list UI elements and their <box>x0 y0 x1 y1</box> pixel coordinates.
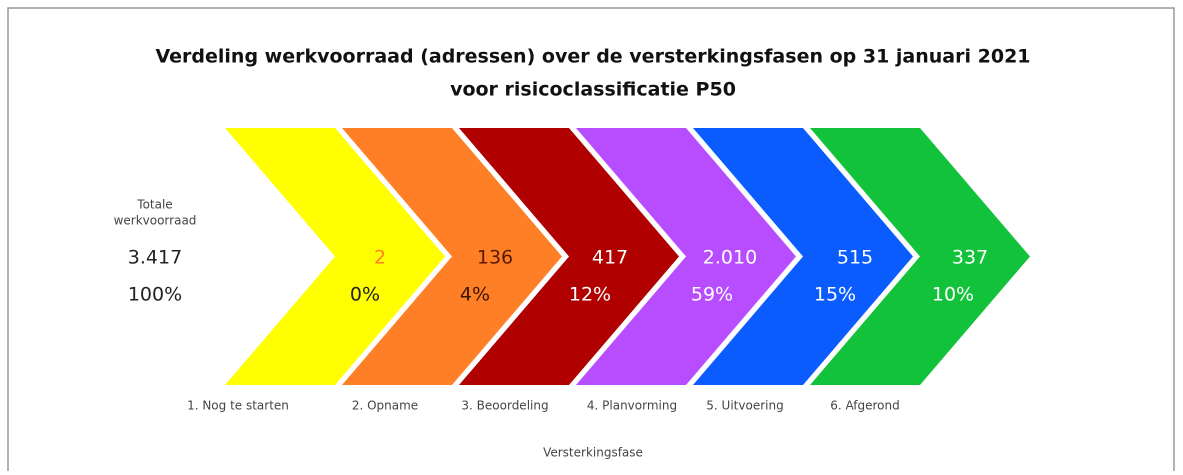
phase-percent: 59% <box>691 284 733 306</box>
total-label: werkvoorraad <box>114 214 197 228</box>
chevron <box>693 128 913 385</box>
total-percent: 100% <box>128 284 182 306</box>
title-line: voor risicoclassificatie P50 <box>450 79 736 101</box>
chevron <box>342 128 562 385</box>
phase-percent: 4% <box>460 284 490 306</box>
chevron <box>810 128 1030 385</box>
phase-percent: 15% <box>814 284 856 306</box>
phase-value: 2.010 <box>703 247 757 269</box>
phase-value: 515 <box>837 247 873 269</box>
total-label: Totale <box>136 198 172 212</box>
phase-percent: 12% <box>569 284 611 306</box>
chevron <box>225 128 445 385</box>
phase-label: 1. Nog te starten <box>187 399 289 413</box>
phase-value: 417 <box>592 247 628 269</box>
chevron <box>459 128 679 385</box>
phase-label: 2. Opname <box>352 399 418 413</box>
phase-value: 337 <box>952 247 988 269</box>
phase-value: 2 <box>374 247 386 269</box>
title-line: Verdeling werkvoorraad (adressen) over d… <box>155 46 1030 68</box>
phase-value: 136 <box>477 247 513 269</box>
total-value: 3.417 <box>128 247 182 269</box>
phase-label: 6. Afgerond <box>830 399 900 413</box>
phase-label: 3. Beoordeling <box>461 399 548 413</box>
phase-percent: 0% <box>350 284 380 306</box>
chevron <box>576 128 796 385</box>
phase-label: 4. Planvorming <box>587 399 677 413</box>
axis-label: Versterkingsfase <box>543 446 643 460</box>
phase-label: 5. Uitvoering <box>706 399 783 413</box>
phase-percent: 10% <box>932 284 974 306</box>
